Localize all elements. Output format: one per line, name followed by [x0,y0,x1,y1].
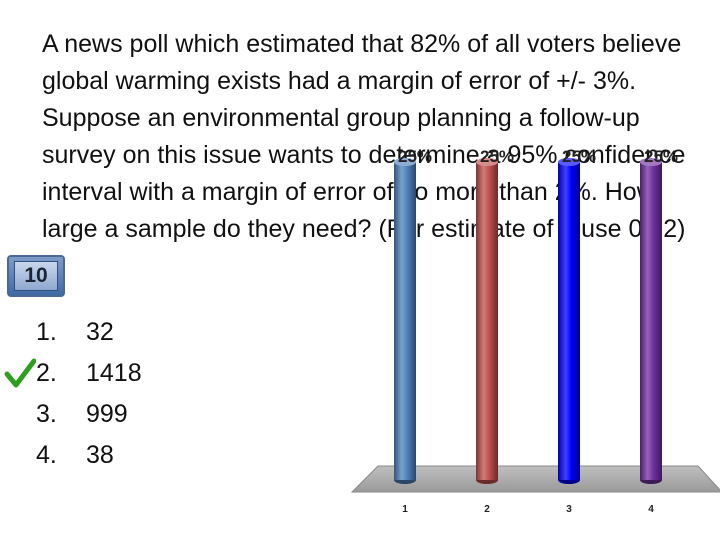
bar-2 [476,158,498,484]
bar-body [558,162,580,480]
answer-text: 38 [86,441,114,469]
bar-top [476,158,498,166]
category-label: 3 [566,504,572,515]
bar-body [476,162,498,480]
check-icon [4,358,36,388]
answer-number: 4. [36,441,57,469]
value-label: 25% [562,147,596,166]
bar-1 [394,158,416,484]
bar-3 [558,158,580,484]
bar-body [394,162,416,480]
answer-option-4[interactable]: 4. 38 [0,435,200,475]
answer-number: 1. [36,318,57,346]
category-label: 4 [648,504,654,515]
countdown-timer: 10 [7,255,65,297]
answer-text: 32 [86,318,114,346]
bar-top [558,158,580,166]
labels-layer: 25% 1 25% 2 25% 3 25% 4 [398,147,678,515]
bar-top [640,158,662,166]
bar-top [394,158,416,166]
answer-option-1[interactable]: 1. 32 [0,312,200,352]
chart-floor [350,465,720,493]
bar-4 [640,158,662,484]
value-label: 25% [398,147,432,166]
countdown-value: 10 [14,261,58,291]
bars-layer [394,158,662,484]
answer-text: 999 [86,400,128,428]
answer-number: 3. [36,400,57,428]
bar-body [640,162,662,480]
value-label: 25% [644,147,678,166]
answer-text: 1418 [86,359,142,387]
answer-option-2[interactable]: 2. 1418 [0,353,200,393]
category-label: 1 [402,504,408,515]
answer-number: 2. [36,359,57,387]
value-label: 25% [480,147,514,166]
answer-option-3[interactable]: 3. 999 [0,394,200,434]
category-label: 2 [484,504,490,515]
